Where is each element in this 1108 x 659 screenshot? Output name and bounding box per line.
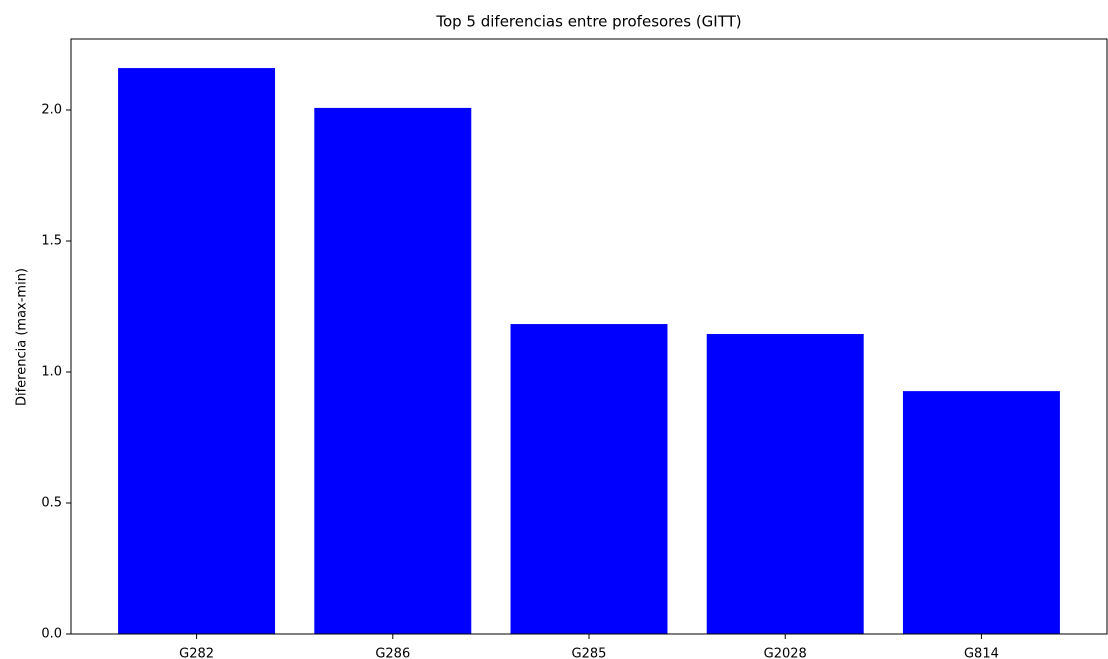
bar [118,68,276,634]
chart-title: Top 5 diferencias entre profesores (GITT… [435,13,741,31]
bar [706,334,864,634]
y-tick-label: 1.5 [41,234,62,249]
plot-frame [70,38,1108,635]
x-tick-label: G814 [964,647,999,659]
x-tick-label: G285 [572,647,607,659]
bar [510,324,668,634]
x-tick-label: G286 [375,647,410,659]
bar [902,391,1060,634]
x-tick-label: G282 [179,647,214,659]
x-tick-label: G2028 [764,647,807,659]
y-tick-label: 0.5 [41,496,62,511]
y-tick-label: 1.0 [41,365,62,380]
y-tick-label: 2.0 [41,103,62,118]
y-tick-label: 0.0 [41,627,62,642]
y-axis-label: Diferencia (max-min) [15,268,30,406]
bar [314,107,472,635]
